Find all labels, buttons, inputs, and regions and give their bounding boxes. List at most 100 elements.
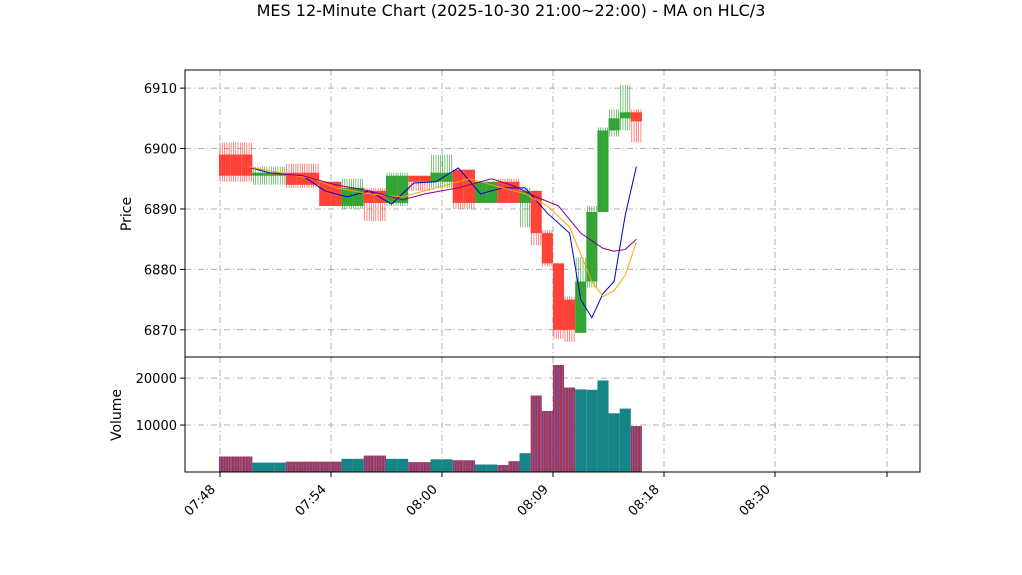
x-axis: 07:48 07:54 08:00 08:09 08:18 08:30 [182,472,888,519]
volume-bar [564,387,576,472]
moving-average-layer [246,166,637,319]
candle-body [296,172,309,185]
candle [586,205,598,288]
candle-body [463,169,475,203]
volume-bar [385,458,398,472]
volume-bar [308,461,320,472]
candle [296,163,309,188]
volume-bar [252,462,264,472]
candle-body [608,118,620,131]
volume-bar-body [296,461,309,472]
volume-bar-body [486,464,498,472]
candle-body [274,172,286,176]
candle-body [374,190,386,203]
volume-bar-body [474,464,487,472]
volume-bar-body [430,459,442,472]
candle-body [397,175,409,203]
candle [552,263,565,339]
volume-bar-body [363,455,375,472]
chart-title: MES 12-Minute Chart (2025-10-30 21:00~22… [256,1,766,20]
candle-body [219,154,231,176]
volume-bar [341,458,353,472]
volume-y-axis: 10000 20000 [136,372,185,434]
candle [241,142,253,182]
volume-bar-body [374,455,386,472]
price-y-tick-label: 6910 [144,82,177,97]
volume-bar-body [441,459,453,472]
candle [619,85,631,131]
volume-bar-body [241,456,253,472]
volume-bar [552,364,565,472]
volume-bar-body [630,426,642,472]
x-tick-label: 07:54 [293,482,330,519]
x-tick-label: 07:48 [182,482,219,519]
volume-bar [219,456,231,472]
volume-bar-body [219,456,231,472]
candle-body [408,175,420,182]
x-tick-label: 08:18 [626,482,663,519]
candle-body [285,172,297,185]
x-tick-label: 08:00 [404,482,441,519]
volume-bar-body [519,453,531,472]
volume-bar [463,460,475,472]
volume-axis-label: Volume [109,389,125,441]
candle [419,175,431,191]
moving-average-line [246,166,637,298]
volume-bar [508,461,520,472]
candle-body [552,263,565,330]
volume-bar-body [452,460,464,472]
volume-bar-body [330,461,342,472]
volume-bar [241,456,253,472]
moving-average-line [246,166,637,319]
volume-y-tick-label: 10000 [136,419,177,434]
volume-bar-body [530,395,542,472]
candle-body [319,181,331,206]
volume-bar-body [575,389,587,472]
candle [452,169,464,209]
volume-bar [296,461,309,472]
candle-body [385,175,398,203]
price-y-tick-label: 6870 [144,324,177,339]
price-axis-label: Price [119,197,135,231]
volume-bar-body [463,460,475,472]
volume-bar [441,459,453,472]
price-y-tick-label: 6880 [144,263,177,278]
candle-body [530,190,542,234]
volume-bar [586,389,598,472]
volume-bar [619,408,631,472]
volume-bar-body [230,456,242,472]
volume-bar [430,459,442,472]
candle [430,154,442,188]
candle-body [263,172,275,176]
candle-body [230,154,242,176]
candle [608,109,620,137]
volume-bar-body [552,364,565,472]
volume-bar-body [385,458,398,472]
volume-bar [630,426,642,472]
candle-body [508,181,520,203]
volume-bar-body [352,458,364,472]
volume-bar [397,458,409,472]
candle [274,166,286,185]
volume-bar [575,389,587,472]
volume-y-tick-label: 20000 [136,372,177,387]
volume-bar-body [597,380,609,472]
volume-bar-body [497,464,509,472]
volume-bar-body [285,461,297,472]
candle [564,296,576,342]
candle [230,142,242,182]
candle-body [241,154,253,176]
volume-bar-body [408,462,420,472]
x-tick-label: 08:30 [737,482,774,519]
volume-bar [497,464,509,472]
volume-bar [285,461,297,472]
candle-body [430,172,442,182]
candle-body [419,175,431,182]
volume-bars-layer [219,364,642,472]
price-y-tick-label: 6900 [144,143,177,158]
volume-bar [274,462,286,472]
volume-bar-body [564,387,576,472]
candle-body [441,172,453,182]
candle [474,181,487,203]
candles-layer [219,85,642,342]
